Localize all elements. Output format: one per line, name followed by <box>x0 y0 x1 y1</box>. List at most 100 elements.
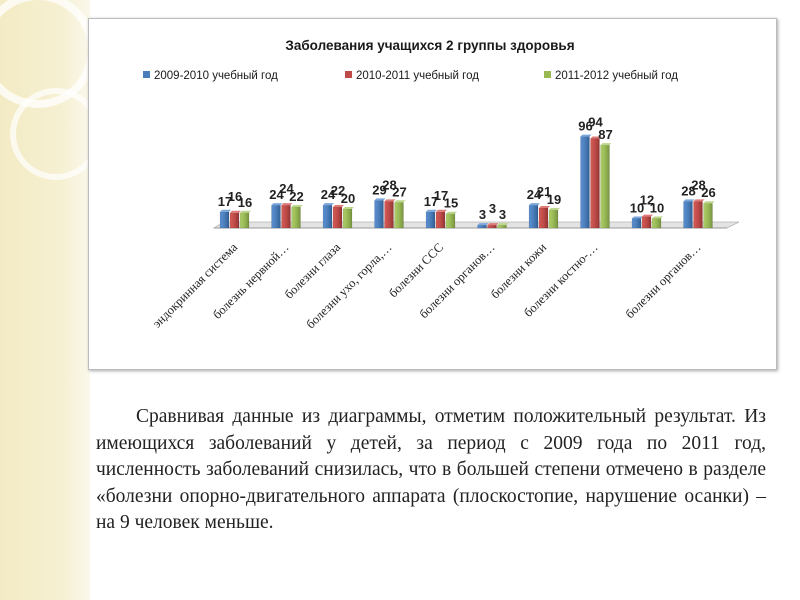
bar-value-label: 17 <box>218 194 232 209</box>
legend-label: 2009-2010 учебный год <box>154 70 278 82</box>
bar-value-label: 29 <box>372 182 386 197</box>
bar-top <box>426 209 437 212</box>
bar-value-label: 22 <box>331 183 345 198</box>
bar-value-label: 28 <box>681 183 695 198</box>
category-label: болезни органов… <box>623 240 704 321</box>
bar-top <box>333 205 344 208</box>
bar <box>374 200 384 229</box>
bar-top <box>590 136 602 139</box>
legend-label: 2011-2012 учебный год <box>555 70 678 82</box>
legend-label: 2010-2011 учебный год <box>356 70 479 82</box>
bar-value-label: 28 <box>382 177 396 192</box>
bar-top <box>642 214 653 217</box>
bar-top <box>580 134 592 137</box>
legend-swatch <box>143 71 150 78</box>
bar-top <box>374 198 386 201</box>
bar-top <box>549 207 560 210</box>
bar <box>281 204 291 229</box>
bar-value-label: 26 <box>701 185 715 200</box>
bar <box>580 136 590 229</box>
bar-top <box>271 203 283 206</box>
category-label: болезни ухо, горла,… <box>303 240 394 331</box>
bar-value-label: 20 <box>341 191 355 206</box>
bar <box>538 207 549 229</box>
chart-title: Заболевания учащихся 2 группы здоровья <box>285 38 574 53</box>
bar-value-label: 15 <box>444 196 458 211</box>
caption-text: Сравнивая данные из диаграммы, отметим п… <box>96 406 766 534</box>
bar <box>590 138 600 229</box>
bar-top <box>703 201 715 204</box>
bar-value-label: 24 <box>321 187 336 202</box>
bar <box>445 213 456 229</box>
bar-value-label: 3 <box>479 207 486 222</box>
bar <box>528 204 539 229</box>
bar-value-label: 16 <box>238 195 252 210</box>
bar <box>394 202 404 229</box>
bar <box>384 201 394 229</box>
bar-value-label: 16 <box>228 189 242 204</box>
bar <box>332 206 343 229</box>
bar <box>291 206 301 229</box>
bar-value-label: 19 <box>547 192 561 207</box>
bar <box>600 144 610 229</box>
bar <box>487 224 497 229</box>
bar-top <box>281 203 293 206</box>
bar <box>703 202 713 229</box>
bar-top <box>487 223 499 226</box>
chart-bars <box>219 134 715 229</box>
bar <box>683 201 693 229</box>
bar <box>229 212 240 229</box>
bar-value-label: 17 <box>434 188 448 203</box>
legend-swatch <box>345 71 352 78</box>
chart-frame: Заболевания учащихся 2 группы здоровья 2… <box>88 18 777 370</box>
bar-top <box>230 210 241 213</box>
bar-value-label: 28 <box>691 177 705 192</box>
bar-top <box>240 210 251 213</box>
bar-value-label: 3 <box>499 207 506 222</box>
bar <box>239 212 250 229</box>
bar-value-label: 94 <box>588 114 603 129</box>
bar-top <box>529 203 540 206</box>
bar-top <box>394 200 406 203</box>
bar-value-label: 21 <box>537 184 551 199</box>
bar-value-label: 27 <box>392 184 406 199</box>
bar-top <box>436 209 447 212</box>
bar <box>435 211 446 229</box>
bar <box>271 204 281 229</box>
bar-value-label: 10 <box>650 200 664 215</box>
bar-value-label: 24 <box>527 187 542 202</box>
bar-top <box>600 143 612 146</box>
legend-swatch <box>544 71 551 78</box>
bar <box>477 224 487 229</box>
bar-chart: Заболевания учащихся 2 группы здоровья 2… <box>143 38 740 331</box>
bar-top <box>539 206 550 208</box>
bar-top <box>497 223 509 226</box>
bar-value-label: 96 <box>578 119 592 134</box>
bar-value-label: 12 <box>640 193 654 208</box>
bar-top <box>683 199 695 202</box>
bar <box>219 211 230 229</box>
bar-value-label: 17 <box>424 194 438 209</box>
bar-top <box>446 211 457 214</box>
category-label: эндокринная система <box>150 240 241 331</box>
bar <box>322 204 333 229</box>
bar <box>631 218 642 229</box>
bar-value-label: 87 <box>598 127 612 142</box>
bar <box>651 218 662 229</box>
bar-top <box>291 205 303 208</box>
bar-top <box>652 216 663 219</box>
bar-value-label: 24 <box>269 187 284 202</box>
chart-legend: 2009-2010 учебный год 2010-2011 учебный г… <box>143 70 678 82</box>
bar <box>641 216 652 229</box>
bar-value-label: 22 <box>289 189 303 204</box>
bar-top <box>477 223 489 226</box>
bar <box>548 209 559 229</box>
bar-value-label: 3 <box>489 201 496 216</box>
bar-value-label: 10 <box>630 200 644 215</box>
bar <box>425 211 436 229</box>
bar <box>497 224 507 229</box>
bar-top <box>343 206 354 209</box>
bar-value-label: 24 <box>279 181 294 196</box>
